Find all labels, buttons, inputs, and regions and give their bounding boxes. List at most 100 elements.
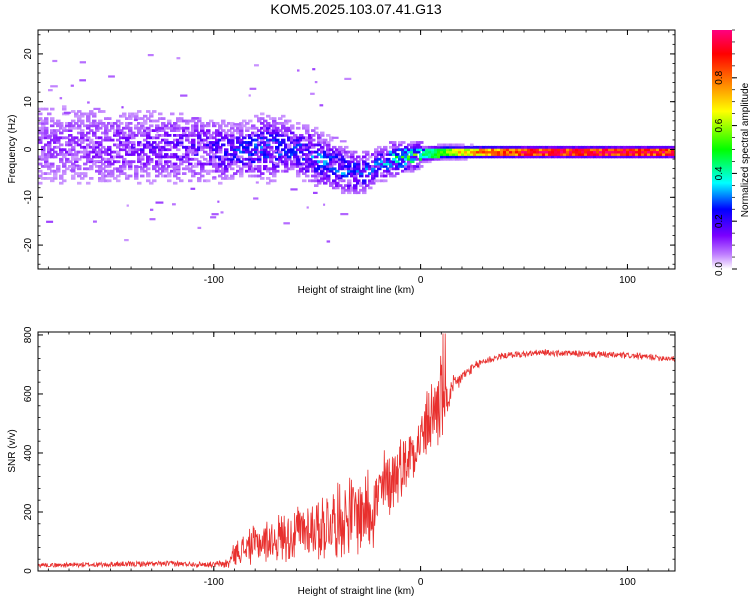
spectrogram-cell xyxy=(440,155,444,159)
spectrogram-cell xyxy=(104,131,109,135)
spectrogram-cell xyxy=(191,174,196,178)
spectrogram-cell xyxy=(239,167,244,171)
spectrogram-cell xyxy=(197,136,202,140)
spectrogram-cell xyxy=(161,165,166,168)
spectrogram-cell xyxy=(362,169,367,173)
spectrogram-cell xyxy=(110,169,115,173)
spectrogram-cell xyxy=(137,141,142,144)
spectrogram-cell xyxy=(71,148,76,152)
spectrogram-cell xyxy=(146,136,151,140)
spectrogram-cell xyxy=(584,150,588,154)
spectrogram-cell xyxy=(176,157,181,161)
spectrogram-cell xyxy=(179,136,184,140)
spectrogram-cell xyxy=(194,124,199,128)
spectrogram-cell xyxy=(323,177,328,180)
spectrogram-cell xyxy=(569,153,573,156)
spectrogram-cell xyxy=(599,150,603,154)
spectrogram-cell xyxy=(392,162,397,166)
spectrogram-cell xyxy=(290,136,295,140)
spectrogram-cell xyxy=(41,148,46,152)
spectrogram-cell xyxy=(362,167,367,171)
spectrogram-cell xyxy=(48,89,53,92)
spectrogram-cell xyxy=(52,59,58,63)
spectrogram-cell xyxy=(155,119,160,123)
spectrogram-cell xyxy=(302,136,307,140)
spectrogram-cell xyxy=(197,117,202,120)
spectrogram-cell xyxy=(44,136,49,140)
spectrogram-cell xyxy=(314,174,319,178)
spectrogram-cell xyxy=(230,145,235,149)
spectrogram-cell xyxy=(173,172,178,175)
spectrogram-cell xyxy=(533,150,537,154)
spectrogram-cell xyxy=(362,181,367,185)
spectrogram-cell xyxy=(596,155,600,159)
spectrogram-cell xyxy=(410,167,415,171)
spectrogram-cell xyxy=(302,162,307,166)
spectrogram-cell xyxy=(236,131,241,135)
spectrogram-cell xyxy=(314,155,319,159)
spectrogram-cell xyxy=(464,153,468,156)
spectrogram-cell xyxy=(212,124,217,128)
spectrogram-cell xyxy=(133,144,136,147)
spectrogram-cell xyxy=(92,143,97,147)
spectrogram-cell xyxy=(281,138,286,142)
colorbar-tick-label: 0.4 xyxy=(714,166,725,180)
spectrogram-cell xyxy=(107,174,112,178)
spectrogram-cell xyxy=(308,157,313,161)
spectrogram-cell xyxy=(113,131,118,135)
spectrogram-cell xyxy=(287,150,292,154)
spectrogram-cell xyxy=(68,122,73,125)
spectrogram-cell xyxy=(191,172,196,175)
spectrogram-cell xyxy=(455,155,459,159)
spectrogram-cell xyxy=(503,150,507,154)
spectrogram-cell xyxy=(638,150,642,154)
spectrogram-cell xyxy=(428,145,432,149)
spectrogram-cell xyxy=(269,157,274,161)
spectrogram-cell xyxy=(383,179,388,183)
spectrogram-cell xyxy=(77,157,82,161)
spectrogram-cell xyxy=(422,157,426,161)
spectrogram-cell xyxy=(146,157,151,161)
spectrogram-cell xyxy=(389,145,394,149)
spectrogram-cell xyxy=(527,145,531,149)
spectrogram-cell xyxy=(293,141,298,144)
spectrogram-cell xyxy=(263,153,268,156)
spectrogram-cell xyxy=(221,136,226,140)
spectrogram-cell xyxy=(518,148,522,152)
spectrogram-cell xyxy=(290,167,295,171)
spectrogram-cell xyxy=(530,150,534,154)
spectrogram-cell xyxy=(407,169,412,173)
spectrogram-cell xyxy=(197,138,202,142)
spectrogram-cell xyxy=(119,172,124,175)
spectrogram-cell xyxy=(305,157,310,161)
spectrogram-cell xyxy=(122,165,127,168)
spectrogram-cell xyxy=(605,150,609,154)
spectrogram-cell xyxy=(107,148,112,152)
spectrogram-cell xyxy=(275,157,280,161)
spectrogram-cell xyxy=(266,129,271,132)
spectrogram-cell xyxy=(407,165,412,168)
spectrogram-cell xyxy=(107,129,112,132)
spectrogram-cell xyxy=(410,153,415,156)
spectrogram-cell xyxy=(221,177,226,180)
spectrogram-cell xyxy=(284,119,289,123)
spectrogram-cell xyxy=(38,169,43,173)
spectrogram-cell xyxy=(461,148,465,152)
spectrogram-cell xyxy=(152,150,157,154)
spectrogram-cell xyxy=(359,172,364,175)
spectrogram-cell xyxy=(59,131,64,135)
spectrogram-cell xyxy=(443,145,447,149)
spectrogram-cell xyxy=(119,114,124,118)
spectrogram-cell xyxy=(506,150,510,154)
spectrogram-cell xyxy=(569,148,573,152)
spectrogram-cell xyxy=(473,145,477,149)
spectrogram-cell xyxy=(185,167,190,171)
spectrogram-cell xyxy=(77,124,82,128)
spectrogram-cell xyxy=(344,160,349,164)
spectrogram-cell xyxy=(125,122,130,125)
spectrogram-cell xyxy=(167,155,172,159)
spectrogram-cell xyxy=(230,160,235,164)
spectrogram-cell xyxy=(272,138,277,142)
spectrogram-cell xyxy=(83,124,88,128)
spectrogram-cell xyxy=(158,162,163,166)
